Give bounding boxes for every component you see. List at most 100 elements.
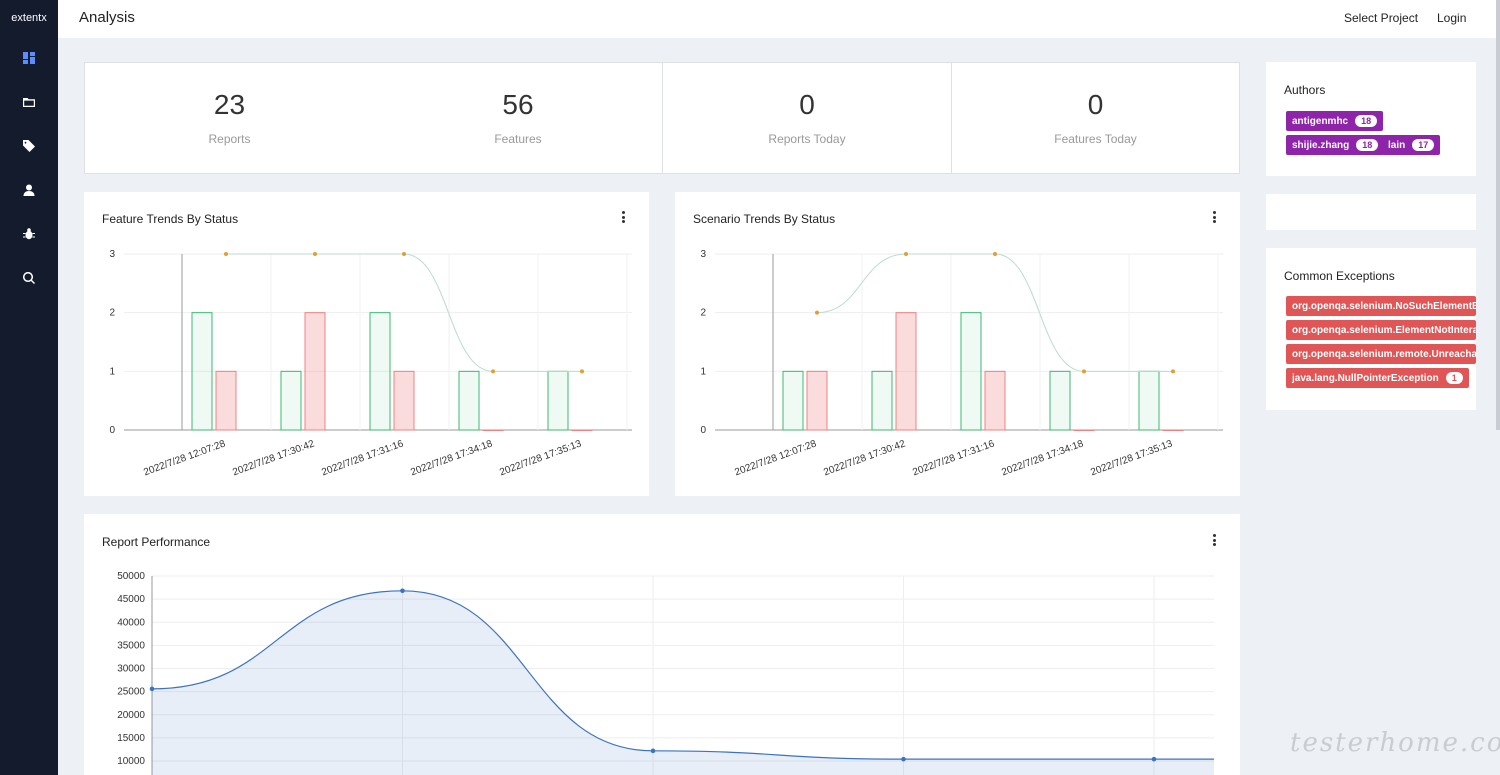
exception-badge[interactable]: java.lang.NullPointerException 1 (1286, 368, 1469, 388)
bug-icon (23, 228, 35, 240)
author-badge[interactable]: lain 17 (1382, 135, 1441, 155)
y-tick-label: 1 (700, 366, 706, 377)
bar (960, 312, 982, 431)
line-point (313, 252, 317, 256)
bar (806, 370, 828, 431)
more-menu-icon[interactable] (622, 211, 626, 225)
card-title: Feature Trends By Status (102, 212, 239, 226)
line-point (491, 369, 495, 374)
line-point (901, 756, 906, 762)
x-tick-label: 2022/7/28 17:30:42 (231, 438, 316, 478)
bar (215, 370, 237, 431)
stat-label: Reports Today (768, 132, 846, 146)
select-project-link[interactable]: Select Project (1344, 11, 1419, 25)
bar (369, 312, 391, 431)
line-point (224, 252, 228, 256)
line-point (1082, 369, 1086, 374)
card-title: Authors (1284, 83, 1326, 97)
x-tick-label: 2022/7/28 12:07:28 (142, 438, 227, 478)
user-icon (23, 184, 35, 196)
y-tick-label: 10000 (117, 756, 145, 767)
bar (984, 370, 1006, 431)
exception-badge[interactable]: org.openqa.selenium.remote.UnreachableBr… (1286, 344, 1476, 364)
bar (482, 429, 504, 431)
performance-line (151, 590, 1214, 760)
exception-name: java.lang.NullPointerException (1292, 372, 1439, 384)
exception-badge[interactable]: org.openqa.selenium.NoSuchElementExcepti (1286, 296, 1476, 316)
nav-dashboard[interactable] (0, 36, 58, 80)
more-menu-icon[interactable] (1213, 534, 1217, 548)
x-tick-label: 2022/7/28 17:35:13 (1089, 438, 1174, 478)
author-badge[interactable]: shijie.zhang 18 (1286, 135, 1385, 155)
line-point (1171, 369, 1175, 374)
feature-trends-chart: 0 1 2 3 2022/7/28 12:07:28 2022/7/28 17:30:42… (109, 249, 632, 478)
line-point (815, 310, 819, 315)
stat-features: 56 Features (374, 63, 662, 173)
line-point (1151, 756, 1157, 762)
y-tick-label: 0 (109, 425, 115, 436)
stat-label: Reports (208, 132, 251, 146)
y-tick-label: 45000 (117, 594, 145, 605)
top-header: Analysis Select Project Login (58, 0, 1500, 38)
line-point (580, 369, 584, 374)
y-tick-label: 3 (700, 249, 706, 260)
y-tick-label: 0 (700, 425, 706, 436)
exception-name: org.openqa.selenium.NoSuchElementExcepti (1292, 300, 1476, 312)
x-tick-label: 2022/7/28 17:34:18 (409, 438, 494, 478)
login-link[interactable]: Login (1437, 11, 1467, 25)
stat-value: 56 (502, 89, 534, 120)
y-tick-label: 40000 (117, 617, 145, 628)
bar (871, 370, 893, 431)
stat-label: Features (494, 132, 542, 146)
nav-search[interactable] (0, 256, 58, 300)
exception-badge[interactable]: org.openqa.selenium.ElementNotInteractab… (1286, 320, 1476, 340)
y-tick-label: 20000 (117, 710, 145, 721)
y-tick-label: 50000 (117, 571, 145, 582)
card-title: Scenario Trends By Status (693, 212, 836, 226)
brand-logo[interactable]: extentx (11, 12, 47, 24)
y-tick-label: 30000 (117, 664, 145, 675)
stat-value: 23 (213, 89, 246, 120)
y-tick-label: 25000 (117, 687, 145, 698)
nav-exceptions[interactable] (0, 212, 58, 256)
sidebar: extentx (0, 0, 58, 775)
y-tick-label: 35000 (117, 640, 145, 651)
stat-reports-today: 0 Reports Today (662, 63, 951, 173)
author-name: antigenmhc (1292, 115, 1349, 127)
tag-icon (23, 140, 35, 152)
empty-card (1266, 194, 1476, 230)
bar (304, 312, 326, 431)
x-tick-label: 2022/7/28 12:07:28 (733, 438, 818, 478)
exception-count: 1 (1445, 372, 1463, 384)
line-point (904, 252, 908, 256)
page-title: Analysis (79, 9, 135, 26)
stat-value: 0 (799, 89, 815, 120)
bar (1138, 370, 1160, 431)
exception-name: org.openqa.selenium.remote.UnreachableBr… (1292, 348, 1476, 360)
bar (393, 370, 415, 431)
line-point (402, 252, 406, 256)
y-tick-label: 15000 (117, 733, 145, 744)
nav-reports[interactable] (0, 80, 58, 124)
nav-authors[interactable] (0, 168, 58, 212)
bar (458, 370, 480, 431)
x-tick-label: 2022/7/28 17:35:13 (498, 438, 583, 478)
x-tick-label: 2022/7/28 17:31:16 (320, 438, 405, 478)
author-count: 18 (1356, 139, 1379, 151)
bar (280, 370, 302, 431)
folder-icon (23, 98, 35, 107)
report-performance-chart: 10000 15000 20000 25000 30000 35000 40000 45000… (117, 571, 1214, 775)
area-fill (152, 590, 1214, 775)
more-menu-icon[interactable] (1213, 211, 1217, 225)
bar (782, 370, 804, 431)
bar (571, 429, 593, 431)
scrollbar[interactable] (1496, 0, 1500, 430)
author-count: 18 (1355, 115, 1378, 127)
exception-name: org.openqa.selenium.ElementNotInteractab… (1292, 324, 1476, 336)
author-badge[interactable]: antigenmhc 18 (1286, 111, 1384, 131)
line-point (149, 686, 155, 692)
feature-trends-card: Feature Trends By Status 0 1 2 3 2022/7/28 1… (84, 192, 649, 496)
nav-tags[interactable] (0, 124, 58, 168)
stat-features-today: 0 Features Today (951, 63, 1239, 173)
author-name: shijie.zhang (1292, 139, 1350, 151)
